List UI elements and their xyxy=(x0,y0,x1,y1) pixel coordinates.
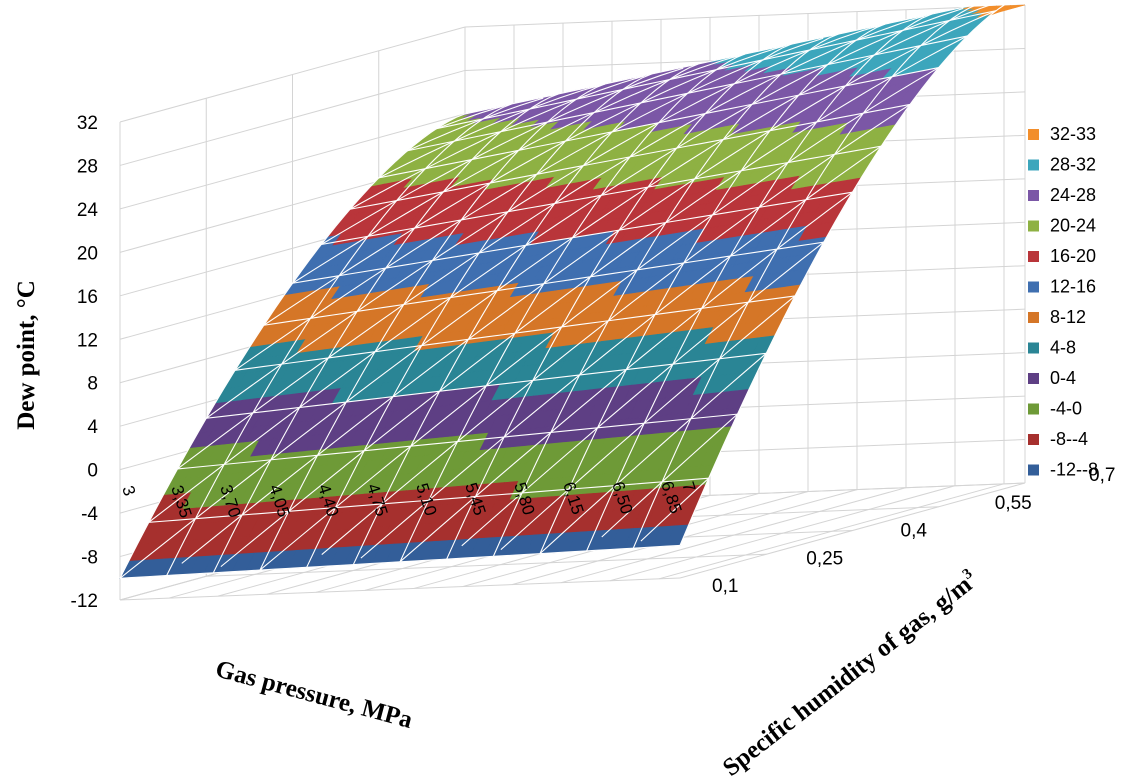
surface-mesh-diagonal xyxy=(177,15,925,470)
legend-swatch xyxy=(1028,342,1039,354)
legend-label: -4-0 xyxy=(1050,399,1082,419)
x-tick-label: 3 xyxy=(118,483,139,498)
z-tick-label: 8 xyxy=(87,374,98,395)
surface-mesh-diagonal xyxy=(181,10,997,564)
surface-mesh-diagonal xyxy=(640,477,710,542)
legend-label: 16-20 xyxy=(1050,246,1096,266)
legend-label: 4-8 xyxy=(1050,338,1076,358)
z-tick-label: 24 xyxy=(77,200,99,221)
legend-label: 28-32 xyxy=(1050,155,1096,175)
y-gridline xyxy=(119,577,681,601)
z-tick-label: -12 xyxy=(71,591,98,612)
legend-swatch xyxy=(1028,464,1039,476)
surface-mesh-diagonal xyxy=(205,23,886,419)
z-axis-ticks: -12 -8 -4 0 4 8 12 16 20 24 28 32 xyxy=(71,113,99,612)
surface-mesh-diagonal xyxy=(349,75,645,210)
surface-mesh-diagonal xyxy=(259,67,940,571)
y-tick-label: 0,4 xyxy=(901,521,928,542)
z-tick-label: 32 xyxy=(77,113,98,134)
legend-swatch xyxy=(1028,312,1039,323)
surface-mesh-diagonal xyxy=(399,191,853,563)
legend-label: 20-24 xyxy=(1050,216,1096,236)
surface-mesh-diagonal xyxy=(263,45,785,326)
z-gridline xyxy=(464,4,1026,28)
y-tick-label: 0,1 xyxy=(712,576,738,597)
legend-label: 0-4 xyxy=(1050,368,1076,388)
surface-plot xyxy=(119,0,1026,579)
surface-mesh-diagonal xyxy=(407,97,544,152)
legend-label: -12--8 xyxy=(1050,460,1098,480)
surface-mesh-diagonal xyxy=(292,53,746,284)
legend-swatch xyxy=(1028,403,1039,415)
legend-swatch xyxy=(1028,129,1039,140)
surface-mesh-diagonal xyxy=(360,145,882,559)
z-tick-label: 20 xyxy=(77,243,98,264)
y-tick-label: 0,7 xyxy=(1089,465,1115,486)
surface-mesh-diagonal xyxy=(436,105,505,130)
y-axis-title-main: Specific humidity of gas, g/m xyxy=(718,571,977,778)
legend-label: 32-33 xyxy=(1050,124,1096,144)
y-axis-title: Specific humidity of gas, g/m3 xyxy=(717,566,983,778)
z-tick-label: -8 xyxy=(81,548,98,569)
z-axis-title: Dew point, °C xyxy=(13,280,40,430)
legend: 32-33 28-32 24-28 20-24 16-20 12-16 8-12 4-8 0-4… xyxy=(1028,124,1098,480)
surface-mesh-diagonal xyxy=(148,7,964,523)
y-tick-label: 0,55 xyxy=(995,493,1032,514)
surface-mesh-diagonal xyxy=(461,241,825,547)
x-axis-title: Gas pressure, MPa xyxy=(213,656,416,735)
z-tick-label: 16 xyxy=(77,287,98,308)
legend-swatch xyxy=(1028,190,1039,201)
surface-mesh-diagonal xyxy=(500,295,796,551)
legend-label: 8-12 xyxy=(1050,307,1086,327)
surface-mesh-diagonal xyxy=(601,413,738,538)
surface-mesh-diagonal xyxy=(234,37,824,371)
surface-mesh-diagonal xyxy=(119,0,1007,579)
surface-mesh-diagonal xyxy=(378,83,606,179)
y-gridline xyxy=(206,553,767,577)
z-tick-label: -4 xyxy=(81,504,98,525)
surface-mesh-diagonal xyxy=(320,67,684,245)
z-tick-label: 12 xyxy=(77,330,98,351)
legend-swatch xyxy=(1028,159,1039,171)
y-axis-ticks: 0,1 0,25 0,4 0,55 0,7 xyxy=(712,465,1115,597)
surface-mesh-diagonal xyxy=(220,35,968,568)
surface-mesh-diagonal xyxy=(539,352,767,555)
legend-swatch xyxy=(1028,220,1039,232)
legend-swatch xyxy=(1028,281,1039,293)
z-tick-label: 4 xyxy=(87,417,98,438)
surface-mesh-diagonal xyxy=(321,104,911,556)
legend-swatch xyxy=(1028,373,1039,384)
legend-label: -8--4 xyxy=(1050,429,1088,449)
z-tick-label: 0 xyxy=(87,461,98,482)
z-tick-label: 28 xyxy=(77,156,98,177)
legend-swatch xyxy=(1028,434,1039,445)
legend-label: 24-28 xyxy=(1050,185,1096,205)
y-tick-label: 0,25 xyxy=(806,548,843,569)
legend-label: 12-16 xyxy=(1050,277,1096,297)
legend-swatch xyxy=(1028,251,1039,262)
